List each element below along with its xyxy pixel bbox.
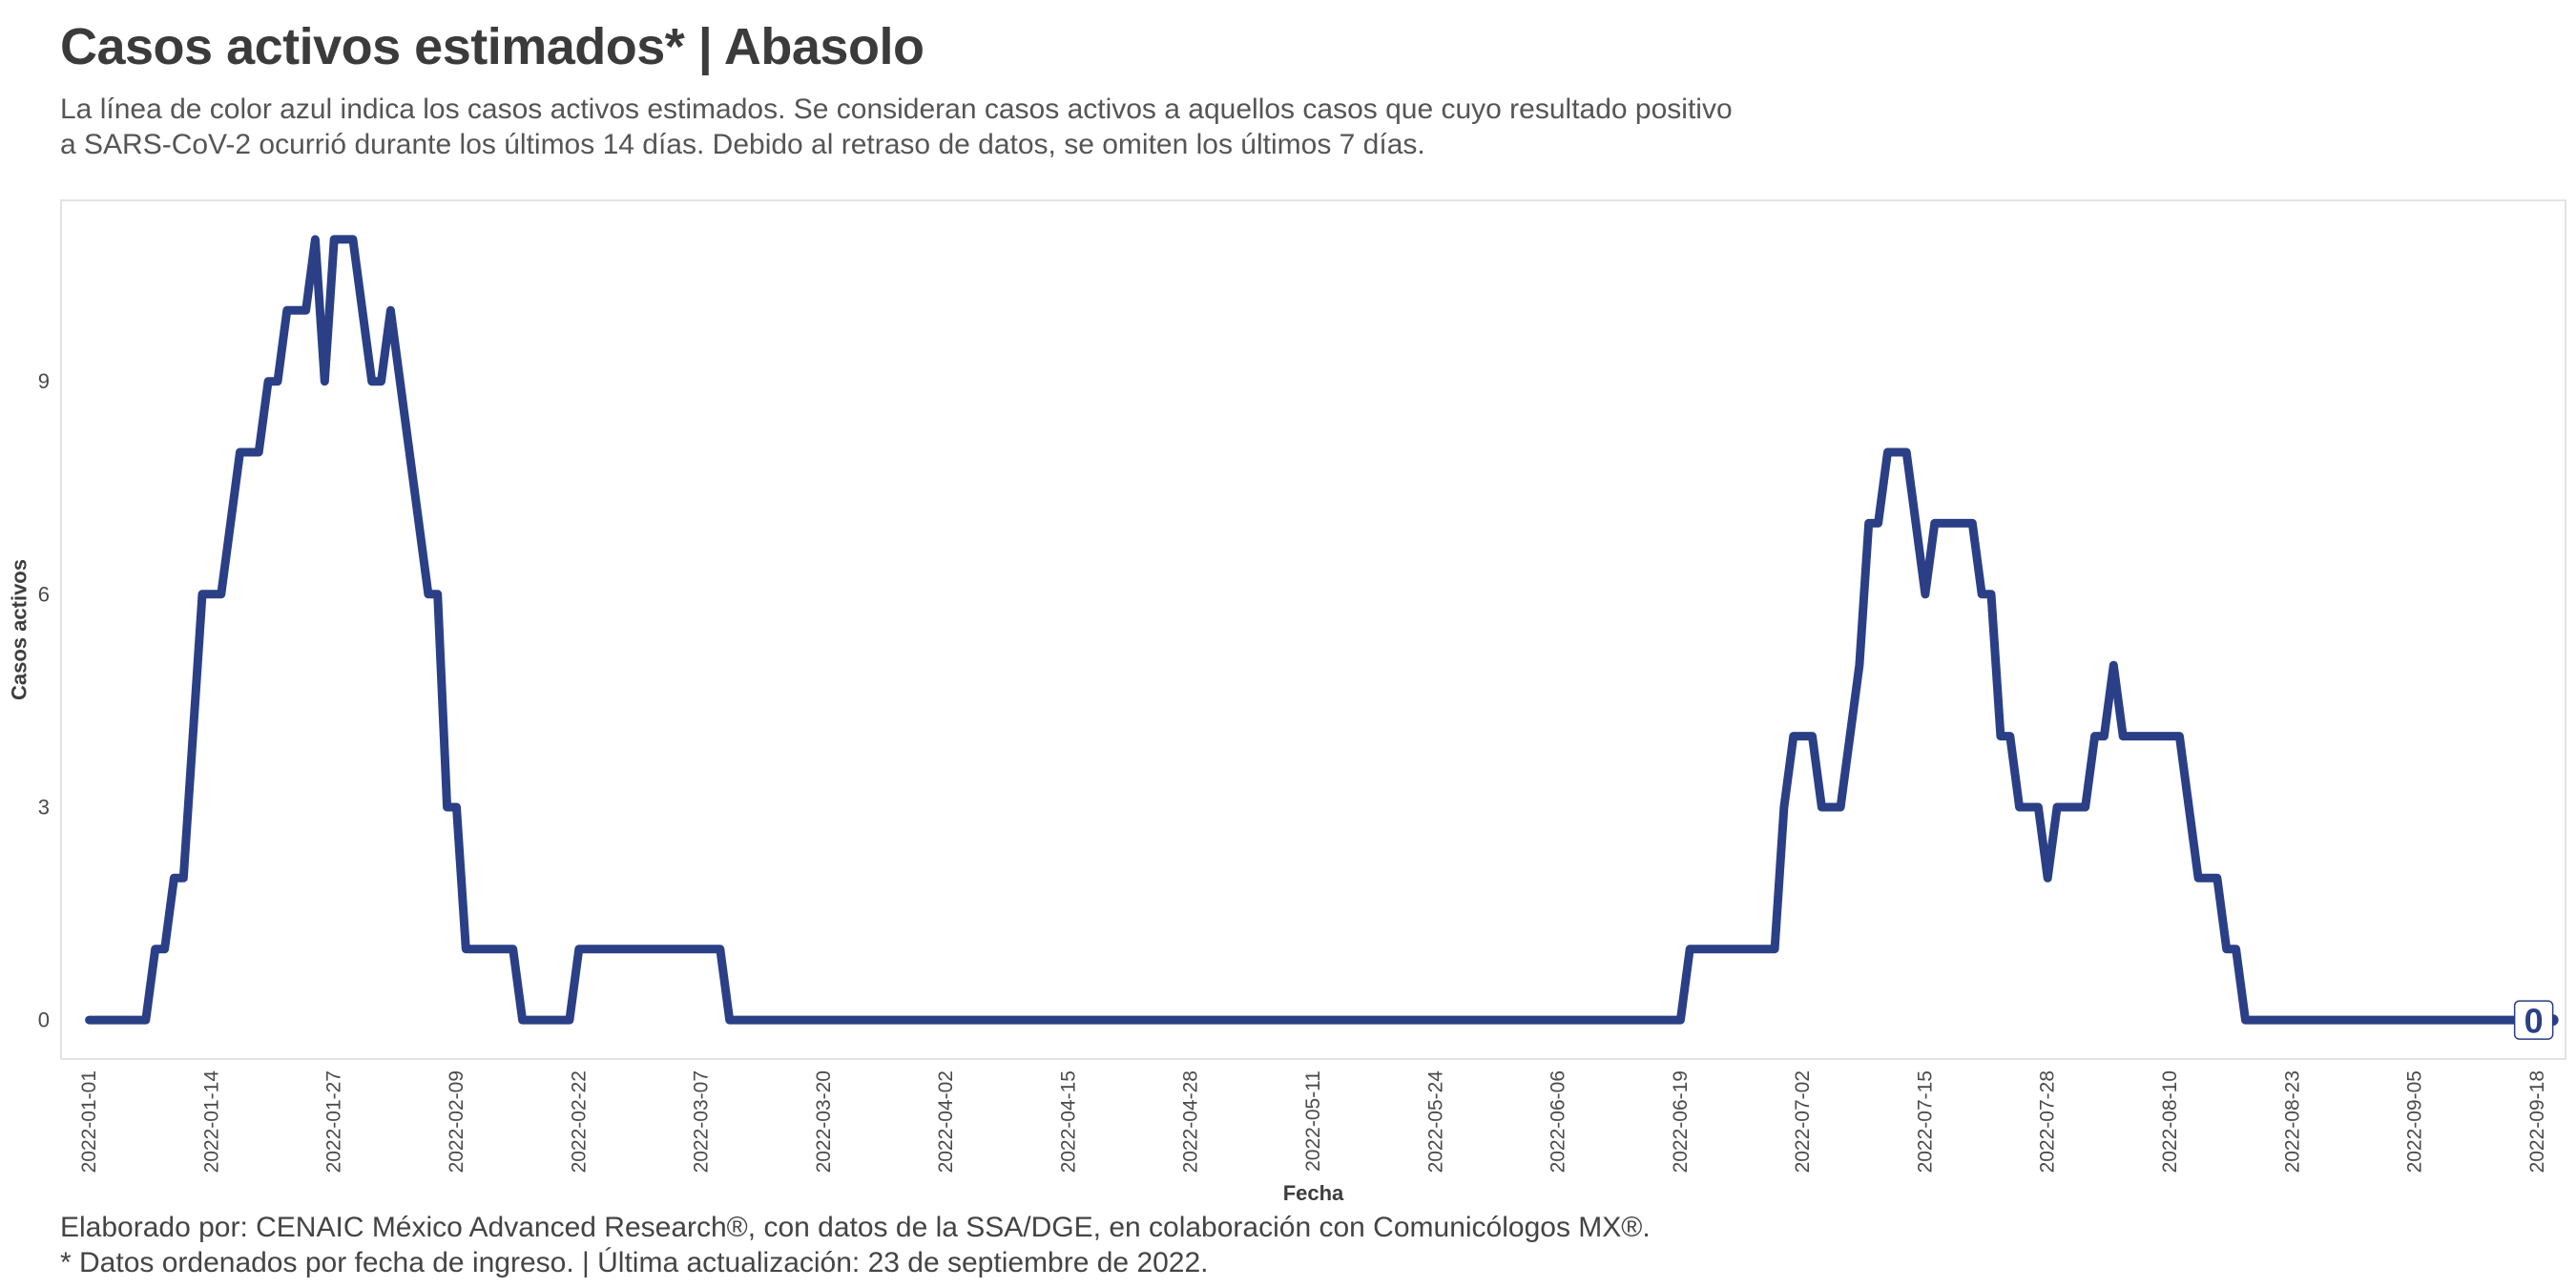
subtitle-line-1: La línea de color azul indica los casos …	[60, 93, 1733, 125]
y-tick-label: 0	[38, 1008, 50, 1032]
x-tick-label: 2022-05-24	[1424, 1070, 1446, 1174]
x-tick-label: 2022-07-02	[1792, 1070, 1814, 1173]
x-tick-label: 2022-04-02	[935, 1070, 957, 1173]
x-tick-label: 2022-08-10	[2159, 1070, 2181, 1173]
plot-panel	[60, 199, 2566, 1060]
x-tick-label: 2022-03-20	[813, 1070, 835, 1173]
x-tick-label: 2022-07-15	[1914, 1070, 1936, 1173]
x-tick-label: 2022-05-11	[1302, 1070, 1324, 1172]
x-tick-label: 2022-02-09	[446, 1070, 467, 1173]
x-tick-label: 2022-08-23	[2281, 1070, 2303, 1173]
x-tick-label: 2022-06-19	[1670, 1070, 1692, 1173]
x-tick-label: 2022-03-07	[691, 1070, 713, 1173]
last-value-label-box	[2513, 1000, 2554, 1040]
x-tick-label: 2022-09-05	[2404, 1070, 2426, 1173]
y-tick-label: 6	[38, 582, 50, 606]
last-value-label: 0	[2513, 1000, 2554, 1041]
y-tick-label: 3	[38, 795, 50, 819]
footer-caption: Elaborado por: CENAIC México Advanced Re…	[60, 1210, 1651, 1280]
page-subtitle: La línea de color azul indica los casos …	[60, 92, 1825, 162]
x-tick-label: 2022-01-14	[200, 1070, 222, 1174]
y-axis-title: Casos activos	[8, 559, 31, 700]
subtitle-line-2: a SARS-CoV-2 ocurrió durante los últimos…	[60, 129, 1425, 160]
x-tick-label: 2022-01-27	[323, 1070, 345, 1173]
x-tick-label: 2022-02-22	[568, 1070, 590, 1173]
footer-line-2: * Datos ordenados por fecha de ingreso. …	[60, 1247, 1209, 1278]
x-axis-ticks: 2022-01-01 2022-01-14 2022-01-27 2022-02-09…	[78, 1070, 2548, 1174]
page-title: Casos activos estimados* | Abasolo	[60, 18, 924, 75]
footer-line-1: Elaborado por: CENAIC México Advanced Re…	[60, 1212, 1651, 1243]
y-axis-ticks: 0 3 6 9	[38, 369, 50, 1031]
x-tick-label: 2022-09-18	[2526, 1070, 2548, 1173]
y-tick-label: 9	[38, 369, 50, 393]
last-value-label-text: 0	[2524, 1002, 2544, 1041]
x-tick-label: 2022-07-28	[2037, 1070, 2059, 1173]
x-tick-label: 2022-01-01	[78, 1070, 100, 1173]
x-axis-title: Fecha	[1283, 1181, 1344, 1205]
x-tick-label: 2022-04-28	[1180, 1070, 1202, 1173]
x-tick-label: 2022-06-06	[1548, 1070, 1569, 1173]
x-tick-label: 2022-04-15	[1057, 1070, 1079, 1173]
active-cases-line	[85, 235, 2524, 1025]
